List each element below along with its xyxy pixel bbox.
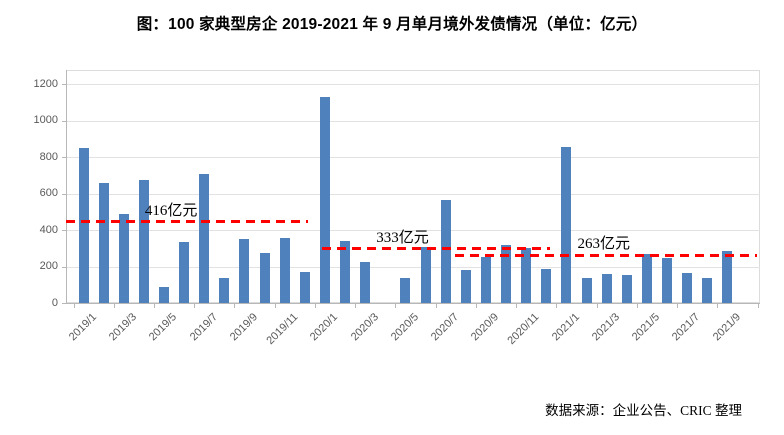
y-axis-tick bbox=[62, 157, 66, 158]
x-axis-tick bbox=[516, 303, 518, 308]
y-axis-label: 1200 bbox=[33, 77, 58, 90]
bar bbox=[138, 179, 149, 303]
gridline bbox=[66, 120, 760, 122]
bar bbox=[98, 182, 109, 303]
x-axis-tick bbox=[717, 303, 719, 308]
average-line-label: 416亿元 bbox=[144, 202, 198, 219]
source-note: 数据来源：企业公告、CRIC 整理 bbox=[545, 403, 742, 418]
x-axis-label: 2021/9 bbox=[710, 311, 743, 344]
gridline bbox=[66, 84, 760, 85]
y-axis-tick bbox=[62, 193, 66, 195]
bar bbox=[319, 96, 330, 303]
x-axis-label: 2019/3 bbox=[106, 311, 140, 344]
x-axis-tick bbox=[757, 303, 759, 308]
plot-area-border bbox=[66, 70, 760, 303]
x-axis-label: 2020/11 bbox=[505, 311, 542, 348]
y-axis-tick bbox=[62, 120, 66, 122]
x-axis-label: 2019/9 bbox=[227, 311, 260, 344]
bar bbox=[158, 286, 169, 303]
x-axis-label: 2019/7 bbox=[187, 311, 220, 344]
x-axis-label: 2019/11 bbox=[264, 311, 301, 348]
x-axis-label: 2021/5 bbox=[630, 311, 663, 344]
x-axis-label: 2020/7 bbox=[428, 311, 462, 344]
x-axis-label: 2019/1 bbox=[66, 311, 99, 344]
gridline bbox=[66, 266, 760, 268]
x-axis-tick bbox=[677, 303, 679, 308]
y-axis-label: 0 bbox=[51, 296, 58, 309]
average-dashed-line bbox=[66, 220, 309, 224]
x-axis-label: 2021/7 bbox=[670, 311, 703, 344]
x-axis-label: 2021/1 bbox=[549, 311, 582, 344]
x-axis-label: 2020/5 bbox=[388, 311, 421, 344]
x-axis-tick bbox=[435, 303, 437, 308]
x-axis-tick bbox=[596, 303, 598, 308]
gridline bbox=[66, 193, 760, 195]
x-axis-label: 2019/5 bbox=[147, 311, 180, 344]
x-axis-label: 2020/9 bbox=[469, 311, 502, 344]
y-axis-tick bbox=[62, 266, 66, 268]
x-axis-tick bbox=[395, 303, 397, 308]
chart-title: 图：100 家典型房企 2019-2021 年 9 月单月境外发债情况（单位：亿… bbox=[136, 16, 648, 33]
x-axis-line bbox=[66, 303, 760, 304]
bar bbox=[340, 240, 351, 303]
bar bbox=[601, 273, 612, 303]
bar bbox=[360, 261, 371, 303]
x-axis-label: 2020/1 bbox=[308, 311, 341, 344]
gridline bbox=[66, 230, 760, 231]
bar bbox=[561, 146, 572, 303]
x-axis-tick bbox=[113, 303, 115, 308]
y-axis-tick bbox=[62, 84, 66, 85]
bar bbox=[239, 239, 250, 303]
bar bbox=[581, 278, 592, 303]
bar bbox=[299, 271, 310, 303]
x-axis-tick bbox=[475, 303, 477, 308]
bar bbox=[78, 147, 89, 303]
average-line-label: 263亿元 bbox=[577, 236, 630, 252]
bar bbox=[722, 250, 733, 303]
y-axis-label: 200 bbox=[39, 260, 58, 272]
bar bbox=[521, 248, 532, 303]
bar bbox=[501, 244, 512, 303]
average-dashed-line bbox=[454, 253, 757, 257]
bar bbox=[400, 278, 411, 303]
bar bbox=[541, 269, 552, 303]
x-axis-tick bbox=[636, 303, 638, 308]
y-axis-label: 400 bbox=[39, 223, 58, 236]
average-dashed-line bbox=[321, 247, 550, 251]
x-axis-label: 2021/3 bbox=[589, 311, 623, 344]
x-axis-tick bbox=[355, 303, 357, 308]
x-axis-tick bbox=[234, 303, 236, 308]
y-axis-label: 600 bbox=[39, 187, 58, 199]
bar bbox=[219, 278, 230, 303]
bar bbox=[682, 272, 693, 303]
y-axis-label: 800 bbox=[39, 150, 58, 163]
x-axis-tick bbox=[194, 303, 196, 308]
y-axis-label: 1000 bbox=[33, 114, 58, 126]
gridline bbox=[66, 157, 760, 158]
bar bbox=[179, 241, 190, 303]
bar bbox=[460, 270, 471, 303]
x-axis-tick bbox=[153, 303, 155, 308]
x-axis-tick bbox=[73, 303, 75, 308]
average-line-label: 333亿元 bbox=[376, 229, 429, 246]
y-axis-tick bbox=[62, 303, 66, 304]
bar bbox=[279, 238, 290, 303]
bar bbox=[641, 253, 652, 303]
x-axis-tick bbox=[274, 303, 276, 308]
bar bbox=[420, 247, 431, 303]
bar bbox=[118, 214, 129, 303]
x-axis-tick bbox=[556, 303, 558, 308]
bar bbox=[440, 199, 451, 303]
y-axis-tick bbox=[62, 230, 66, 231]
bar bbox=[702, 278, 713, 303]
x-axis-tick bbox=[314, 303, 316, 308]
bar bbox=[661, 258, 672, 303]
x-axis-label: 2020/3 bbox=[348, 311, 381, 344]
bar bbox=[259, 252, 270, 303]
bar bbox=[621, 274, 632, 303]
bar bbox=[199, 174, 210, 303]
bar bbox=[480, 257, 491, 303]
y-axis-line bbox=[66, 70, 67, 303]
